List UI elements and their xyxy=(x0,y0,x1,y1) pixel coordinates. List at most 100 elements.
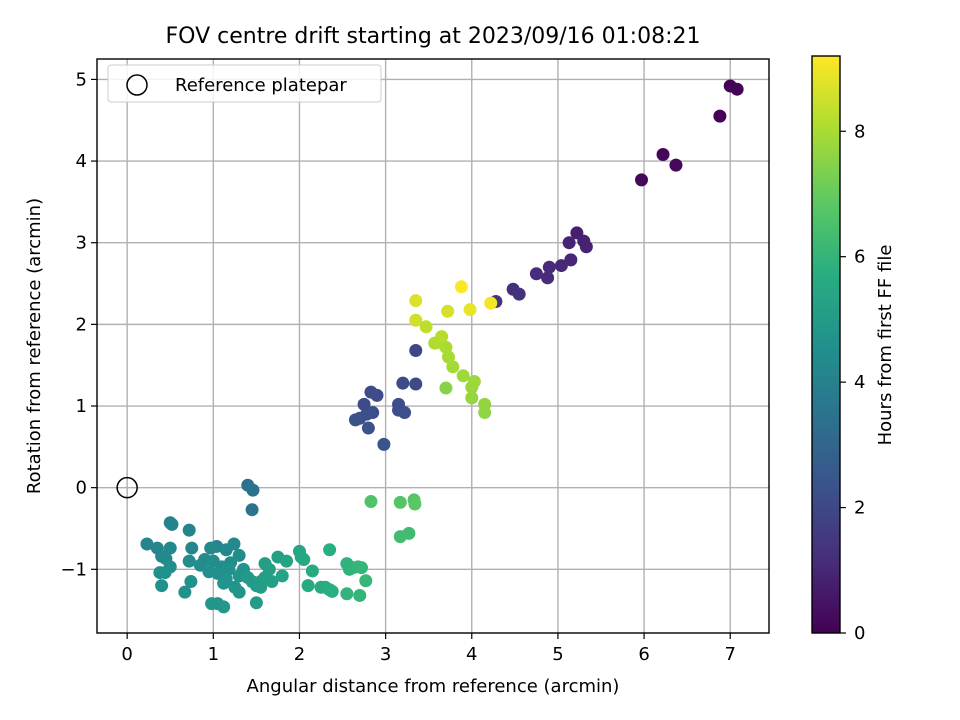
data-point xyxy=(353,588,367,602)
data-point xyxy=(359,574,373,588)
data-point xyxy=(182,523,196,537)
chart-title: FOV centre drift starting at 2023/09/16 … xyxy=(166,24,701,49)
data-point xyxy=(396,376,410,390)
legend-box xyxy=(107,64,382,103)
data-point xyxy=(232,585,246,599)
colorbar-tick-label: 0 xyxy=(854,623,865,644)
x-tick-label: 5 xyxy=(552,644,563,665)
data-point xyxy=(165,517,179,531)
data-point xyxy=(463,303,477,317)
data-point xyxy=(140,537,154,551)
colorbar-tick-label: 6 xyxy=(854,247,865,268)
data-point xyxy=(478,397,492,411)
x-tick-label: 1 xyxy=(208,644,219,665)
y-axis-label: Rotation from reference (arcmin) xyxy=(24,198,45,494)
data-point xyxy=(441,304,455,318)
data-point xyxy=(249,596,263,610)
x-tick-label: 6 xyxy=(638,644,649,665)
legend-label: Reference platepar xyxy=(175,75,347,96)
data-point xyxy=(245,503,259,517)
y-tick-label: 1 xyxy=(76,396,87,417)
data-point xyxy=(562,236,576,250)
x-tick-label: 7 xyxy=(725,644,736,665)
data-point xyxy=(529,267,543,281)
data-point xyxy=(467,375,481,389)
data-point xyxy=(155,579,169,593)
data-point xyxy=(435,330,449,344)
colorbar-ticks: 0 2 4 6 8 xyxy=(840,121,865,644)
data-point xyxy=(354,561,368,575)
data-point xyxy=(554,259,568,273)
data-point xyxy=(408,497,422,511)
data-point xyxy=(454,280,468,294)
data-point xyxy=(217,576,231,590)
data-point xyxy=(184,575,198,589)
data-point xyxy=(393,530,407,544)
data-point xyxy=(280,554,294,568)
data-point xyxy=(340,587,354,601)
data-point xyxy=(185,541,199,555)
data-point xyxy=(301,579,315,593)
data-point xyxy=(370,388,384,402)
data-point xyxy=(713,109,727,123)
data-point xyxy=(398,406,412,420)
data-point xyxy=(348,413,362,427)
data-point xyxy=(579,240,593,254)
data-point xyxy=(323,543,337,557)
data-point xyxy=(364,495,378,509)
reference-point-marker xyxy=(116,476,138,499)
y-tick-label: 0 xyxy=(76,478,87,499)
data-point xyxy=(357,397,371,411)
colorbar-tick-label: 8 xyxy=(854,121,865,142)
data-point xyxy=(219,543,233,557)
y-axis-ticks: −1 0 1 2 3 4 5 xyxy=(60,69,97,580)
data-point xyxy=(393,495,407,509)
data-point xyxy=(163,541,177,555)
data-point xyxy=(232,548,246,562)
data-point xyxy=(217,600,231,614)
y-tick-label: 4 xyxy=(76,151,87,172)
y-tick-label: 3 xyxy=(76,233,87,254)
data-point xyxy=(409,294,423,308)
data-point xyxy=(634,173,648,187)
data-point xyxy=(409,377,423,391)
colorbar xyxy=(811,55,841,634)
data-point xyxy=(656,148,670,162)
data-point xyxy=(325,584,339,598)
data-point xyxy=(204,541,218,555)
data-point xyxy=(730,82,744,96)
legend: Reference platepar xyxy=(107,64,382,103)
data-point xyxy=(275,569,289,583)
plot-frame xyxy=(96,58,770,634)
data-point xyxy=(158,566,172,580)
legend-marker-icon xyxy=(126,74,148,96)
data-point xyxy=(542,260,556,274)
colorbar-label: Hours from first FF file xyxy=(875,245,896,446)
x-axis-label: Angular distance from reference (arcmin) xyxy=(247,676,620,697)
data-point xyxy=(361,421,375,435)
data-point xyxy=(297,553,311,567)
data-point xyxy=(669,158,683,172)
data-point xyxy=(178,585,192,599)
data-point xyxy=(439,381,453,395)
x-tick-label: 3 xyxy=(380,644,391,665)
data-point xyxy=(222,562,236,576)
colorbar-tick-label: 2 xyxy=(854,498,865,519)
data-point xyxy=(484,296,498,310)
y-tick-label: −1 xyxy=(60,559,87,580)
y-tick-label: 2 xyxy=(76,314,87,335)
data-point xyxy=(541,271,555,285)
x-tick-label: 2 xyxy=(294,644,305,665)
data-point xyxy=(246,483,260,497)
data-points xyxy=(116,79,744,614)
x-axis-ticks: 0 1 2 3 4 5 6 7 xyxy=(121,633,736,665)
colorbar-tick-label: 4 xyxy=(854,372,865,393)
data-point xyxy=(182,554,196,568)
data-point xyxy=(254,580,268,594)
data-point xyxy=(377,437,391,451)
data-point xyxy=(419,320,433,334)
data-point xyxy=(409,313,423,327)
data-point xyxy=(465,391,479,405)
x-tick-label: 4 xyxy=(466,644,477,665)
